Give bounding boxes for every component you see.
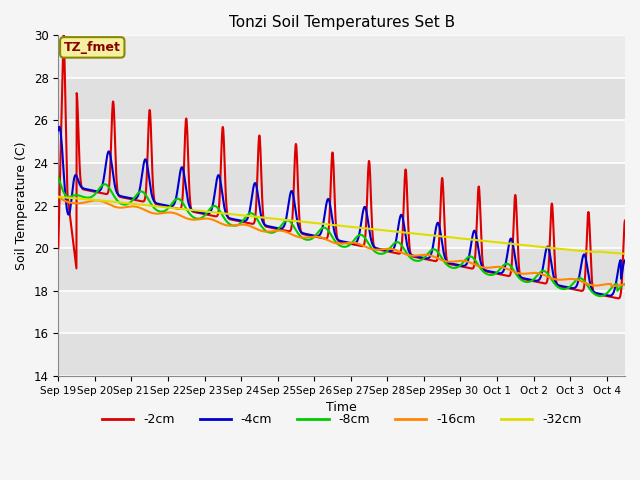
Title: Tonzi Soil Temperatures Set B: Tonzi Soil Temperatures Set B xyxy=(228,15,454,30)
Y-axis label: Soil Temperature (C): Soil Temperature (C) xyxy=(15,142,28,270)
Bar xyxy=(58,333,625,376)
X-axis label: Time: Time xyxy=(326,401,357,414)
Bar xyxy=(58,205,625,248)
Bar xyxy=(58,120,625,163)
Bar xyxy=(58,291,625,333)
Bar xyxy=(58,78,625,120)
Bar xyxy=(58,248,625,291)
Text: TZ_fmet: TZ_fmet xyxy=(64,41,121,54)
Legend: -2cm, -4cm, -8cm, -16cm, -32cm: -2cm, -4cm, -8cm, -16cm, -32cm xyxy=(97,408,586,431)
Bar xyxy=(58,163,625,205)
Bar xyxy=(58,36,625,78)
